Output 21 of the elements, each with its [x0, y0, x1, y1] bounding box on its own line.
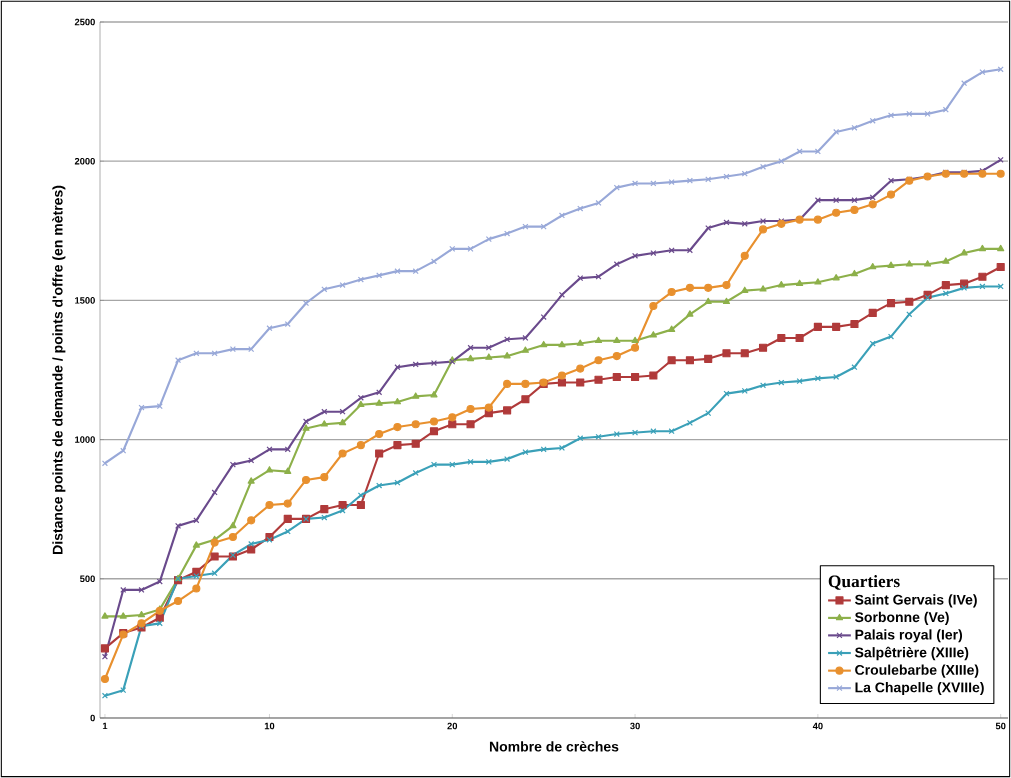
legend-label: La Chapelle (XVIIIe)	[855, 682, 984, 696]
x-tick-label: 40	[812, 722, 823, 730]
y-tick-label: 500	[80, 575, 95, 583]
x-tick-label: 30	[630, 722, 640, 730]
x-tick-label: 50	[995, 722, 1006, 730]
y-tick-label: 1000	[75, 436, 95, 443]
legend-label: Salpêtrière (XIIIe)	[854, 646, 969, 661]
y-tick-label: 0	[90, 714, 95, 722]
legend-label: Palais royal (Ier)	[855, 629, 963, 643]
x-tick-label: 10	[264, 722, 275, 730]
legend-title: Quartiers	[828, 575, 900, 590]
x-tick-label: 1	[102, 722, 108, 730]
x-tick-label: 20	[447, 722, 458, 730]
y-axis-title: Distance points de demande / points d'offre (en mètres)	[52, 185, 66, 554]
y-tick-label: 2500	[74, 18, 95, 26]
y-tick-label: 1500	[75, 297, 95, 304]
x-axis-title: Nombre de crèches	[489, 741, 619, 752]
legend-label: Croulebarbe (XIIIe)	[855, 664, 979, 678]
y-tick-label: 2000	[74, 157, 95, 165]
legend-label: Sorbonne (Ve)	[854, 611, 949, 625]
legend-label: Saint Gervais (IVe)	[854, 594, 977, 608]
